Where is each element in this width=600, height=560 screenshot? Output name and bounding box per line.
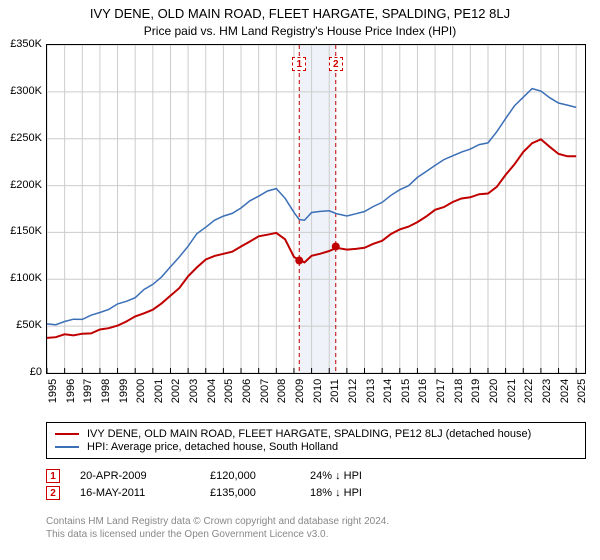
annotation-table: 1 20-APR-2009 £120,000 24% ↓ HPI 2 16-MA… xyxy=(46,466,586,503)
chart-marker-label: 1 xyxy=(292,57,306,71)
chart-marker-label: 2 xyxy=(329,57,343,71)
y-tick-label: £300K xyxy=(2,85,42,97)
x-tick-label: 2025 xyxy=(562,379,588,403)
legend-item: HPI: Average price, detached house, Sout… xyxy=(55,441,577,453)
annotation-price: £135,000 xyxy=(210,487,290,499)
annotation-date: 16-MAY-2011 xyxy=(80,487,190,499)
annotation-marker: 2 xyxy=(46,486,60,500)
y-tick-label: £150K xyxy=(2,225,42,237)
legend-swatch xyxy=(55,446,79,448)
y-tick-label: £50K xyxy=(2,319,42,331)
annotation-row: 2 16-MAY-2011 £135,000 18% ↓ HPI xyxy=(46,486,586,500)
annotation-row: 1 20-APR-2009 £120,000 24% ↓ HPI xyxy=(46,469,586,483)
legend-swatch xyxy=(55,433,79,435)
footer-line: This data is licensed under the Open Gov… xyxy=(46,529,586,542)
y-tick-label: £350K xyxy=(2,38,42,50)
annotation-marker: 1 xyxy=(46,469,60,483)
annotation-date: 20-APR-2009 xyxy=(80,470,190,482)
y-tick-label: £200K xyxy=(2,179,42,191)
y-tick-label: £100K xyxy=(2,272,42,284)
annotation-delta: 24% ↓ HPI xyxy=(310,470,410,482)
chart-subtitle: Price paid vs. HM Land Registry's House … xyxy=(0,24,600,38)
legend: IVY DENE, OLD MAIN ROAD, FLEET HARGATE, … xyxy=(46,422,586,459)
chart-title: IVY DENE, OLD MAIN ROAD, FLEET HARGATE, … xyxy=(0,6,600,22)
footer: Contains HM Land Registry data © Crown c… xyxy=(46,516,586,541)
plot-svg xyxy=(47,45,585,373)
chart-container: IVY DENE, OLD MAIN ROAD, FLEET HARGATE, … xyxy=(0,0,600,560)
legend-label: IVY DENE, OLD MAIN ROAD, FLEET HARGATE, … xyxy=(87,428,531,440)
legend-label: HPI: Average price, detached house, Sout… xyxy=(87,441,338,453)
y-tick-label: £0 xyxy=(2,366,42,378)
titles: IVY DENE, OLD MAIN ROAD, FLEET HARGATE, … xyxy=(0,0,600,38)
annotation-price: £120,000 xyxy=(210,470,290,482)
annotation-delta: 18% ↓ HPI xyxy=(310,487,410,499)
y-tick-label: £250K xyxy=(2,132,42,144)
footer-line: Contains HM Land Registry data © Crown c… xyxy=(46,516,586,529)
plot-area: 12 xyxy=(46,44,586,374)
legend-item: IVY DENE, OLD MAIN ROAD, FLEET HARGATE, … xyxy=(55,428,577,440)
